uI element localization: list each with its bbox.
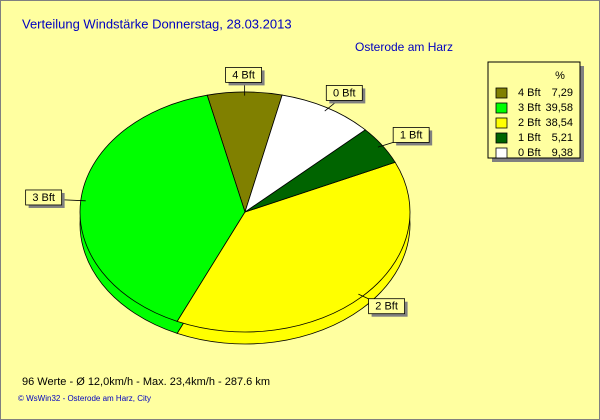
legend-title: %: [555, 70, 565, 82]
slice-labels: 4 Bft 3 Bft 2 Bft 1 Bft 0 Bft: [25, 67, 433, 317]
legend-value: 5,21: [552, 132, 573, 144]
slice-label: 1 Bft: [400, 129, 423, 141]
slice: [244, 94, 366, 213]
slice-label: 0 Bft: [333, 87, 356, 99]
legend-swatch: [495, 87, 508, 99]
label-box: [325, 85, 363, 101]
legend-swatch: [495, 132, 508, 144]
chart-subtitle: Osterode am Harz: [355, 40, 453, 54]
slice-label: 2 Bft: [375, 301, 398, 313]
legend-value: 9,38: [552, 147, 573, 159]
label-box: [392, 127, 430, 143]
legend-swatch: [495, 102, 508, 114]
footer-credit: © WsWin32 - Osterode am Harz, City: [18, 394, 151, 403]
slice: [176, 161, 411, 333]
legend-label: 1 Bft: [518, 132, 541, 144]
legend-label: 3 Bft: [518, 102, 541, 114]
chart-title: Verteilung Windstärke Donnerstag, 28.03.…: [22, 16, 292, 31]
legend-swatch: [495, 117, 508, 129]
legend-value: 38,54: [545, 117, 573, 129]
legend-label: 2 Bft: [518, 117, 541, 129]
slice-label: 4 Bft: [232, 69, 255, 81]
legend-swatch: [495, 147, 508, 159]
legend-value: 39,58: [545, 102, 573, 114]
slice-label: 3 Bft: [32, 192, 55, 204]
label-box: [225, 67, 262, 83]
footer-stats: 96 Werte - Ø 12,0km/h - Max. 23,4km/h - …: [22, 376, 270, 388]
legend-value: 7,29: [552, 87, 573, 99]
pie-top: [79, 91, 411, 333]
label-box: [25, 189, 63, 206]
legend-label: 4 Bft: [518, 87, 541, 99]
legend-label: 0 Bft: [518, 147, 541, 159]
label-box: [368, 298, 405, 315]
